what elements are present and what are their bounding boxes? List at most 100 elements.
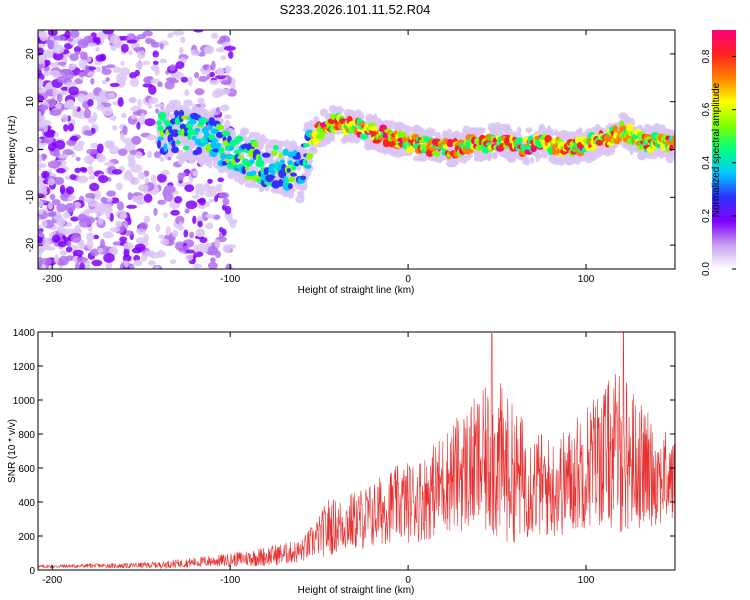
spectrogram-noise-blob — [73, 46, 82, 53]
spectrogram-noise-blob — [38, 163, 47, 169]
spectrogram-noise-blob — [110, 197, 120, 204]
spectrogram-noise-blob — [132, 110, 143, 116]
spectrogram-ridge-blob — [595, 139, 604, 146]
spectrogram-noise-blob — [163, 212, 168, 218]
spectrogram-noise-blob — [143, 76, 153, 84]
spectrogram-noise-blob — [163, 192, 174, 202]
spectrogram-noise-blob — [55, 103, 62, 110]
spectrogram-noise-blob — [38, 224, 42, 230]
spectrogram-ridge-blob — [544, 134, 552, 144]
spectrogram-halo-blob — [465, 153, 474, 158]
spectrogram-halo-blob — [387, 120, 395, 126]
spectrogram-halo-blob — [529, 157, 535, 164]
spectrogram-ytick-label: 0 — [25, 146, 36, 152]
spectrogram-noise-blob — [49, 109, 62, 116]
spectrogram-noise-blob — [138, 184, 149, 192]
spectrogram-noise-blob — [87, 42, 97, 47]
spectrogram-ridge-blob — [251, 141, 259, 148]
spectrogram-noise-blob — [60, 86, 70, 91]
spectrogram-noise-blob — [120, 43, 129, 53]
spectrogram-ridge-blob — [241, 166, 247, 175]
spectrogram-noise-blob — [65, 81, 77, 87]
spectrogram-blobs — [38, 30, 675, 269]
spectrogram-noise-blob — [122, 125, 128, 135]
spectrogram-halo-blob — [491, 152, 499, 158]
spectrogram-noise-blob — [210, 32, 219, 39]
snr-xtick-label: -200 — [42, 575, 62, 586]
spectrogram-noise-blob — [122, 254, 132, 262]
spectrogram-ridge-blob — [221, 130, 231, 137]
spectrogram-noise-blob — [72, 144, 84, 152]
spectrogram-noise-blob — [127, 217, 132, 226]
spectrogram-ridge-blob — [271, 180, 281, 189]
spectrogram-ridge-blob — [215, 142, 222, 150]
spectrogram-noise-blob — [77, 175, 89, 184]
spectrogram-noise-blob — [173, 196, 183, 204]
spectrogram-halo-blob — [184, 107, 191, 114]
spectrogram-halo-blob — [577, 127, 583, 135]
spectrogram-halo-blob — [249, 182, 257, 189]
colorbar-label: Normalized spectral amplitude — [711, 82, 722, 217]
spectrogram-noise-blob — [119, 236, 128, 243]
spectrogram-ridge-blob — [303, 143, 310, 148]
spectrogram-ridge-blob — [188, 120, 197, 125]
spectrogram-noise-blob — [112, 66, 121, 74]
spectrogram-noise-blob — [56, 203, 67, 213]
spectrogram-noise-blob — [185, 254, 194, 261]
snr-ytick-label: 1200 — [13, 362, 36, 373]
spectrogram-noise-blob — [57, 241, 67, 248]
spectrogram-noise-blob — [178, 46, 184, 55]
spectrogram-noise-blob — [157, 173, 167, 183]
spectrogram-noise-blob — [43, 71, 50, 77]
spectrogram-ridge-blob — [237, 154, 245, 160]
snr-ytick-label: 1400 — [13, 328, 36, 339]
spectrogram-noise-blob — [112, 125, 118, 131]
spectrogram-halo-blob — [239, 127, 250, 136]
spectrogram-noise-blob — [47, 211, 55, 217]
spectrogram-noise-blob — [167, 32, 174, 39]
spectrogram-ridge-blob — [173, 110, 180, 117]
spectrogram-noise-blob — [101, 106, 113, 117]
spectrogram-noise-blob — [56, 168, 66, 174]
spectrogram-noise-blob — [54, 254, 59, 264]
snr-xtick-label: 100 — [578, 575, 595, 586]
spectrogram-noise-blob — [205, 201, 210, 207]
spectrogram-ridge-blob — [282, 148, 289, 156]
spectrogram-noise-blob — [156, 249, 166, 258]
spectrogram-noise-blob — [84, 260, 91, 269]
spectrogram-noise-blob — [47, 178, 55, 186]
spectrogram-noise-blob — [128, 97, 137, 103]
spectrogram-noise-blob — [163, 184, 176, 194]
spectrogram-noise-blob — [90, 142, 99, 149]
spectrogram-noise-blob — [144, 177, 149, 185]
spectrogram-noise-blob — [69, 135, 79, 142]
spectrogram-noise-blob — [203, 45, 215, 55]
spectrogram-noise-blob — [220, 104, 230, 112]
spectrogram-noise-blob — [62, 211, 71, 219]
spectrogram-noise-blob — [40, 257, 52, 266]
spectrogram-noise-blob — [140, 253, 148, 262]
spectrogram-noise-blob — [140, 112, 146, 119]
spectrogram-noise-blob — [57, 61, 67, 66]
spectrogram-noise-blob — [61, 113, 69, 122]
spectrogram-noise-blob — [38, 142, 42, 147]
spectrogram-xtick-label: 0 — [405, 274, 411, 285]
spectrogram-noise-blob — [74, 262, 80, 269]
spectrogram-halo-blob — [310, 146, 318, 154]
spectrogram-ridge-blob — [278, 152, 283, 159]
spectrogram-noise-blob — [209, 79, 219, 85]
spectrogram-noise-blob — [47, 160, 60, 169]
spectrogram-halo-blob — [224, 120, 231, 129]
spectrogram-ridge-blob — [210, 128, 220, 135]
spectrogram-noise-blob — [131, 135, 142, 145]
spectrogram-noise-blob — [210, 257, 216, 264]
spectrogram-noise-blob — [48, 70, 61, 77]
spectrogram-noise-blob — [62, 149, 74, 156]
spectrogram-noise-blob — [115, 182, 123, 191]
spectrogram-noise-blob — [223, 114, 232, 120]
spectrogram-ridge-blob — [300, 175, 307, 180]
spectrogram-noise-blob — [124, 260, 129, 268]
spectrogram-noise-blob — [90, 77, 95, 85]
spectrogram-noise-blob — [230, 84, 236, 89]
